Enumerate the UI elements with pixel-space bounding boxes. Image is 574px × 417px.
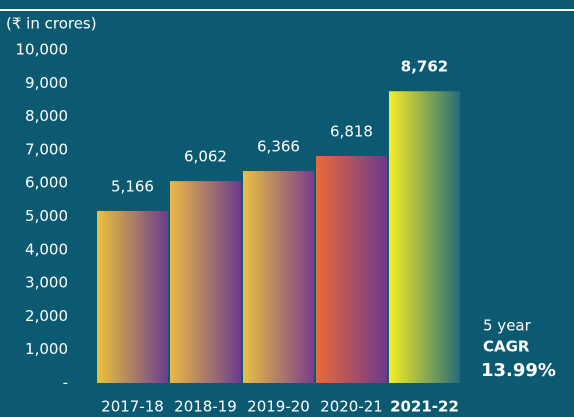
y-tick-label: 7,000 xyxy=(25,140,68,158)
y-tick-label: 1,000 xyxy=(25,340,68,358)
value-label: 6,366 xyxy=(257,138,300,156)
annotation: 13.99% xyxy=(481,360,556,381)
y-tick-label: 3,000 xyxy=(25,274,68,292)
x-tick-label: 2018-19 xyxy=(174,398,237,416)
value-label: 6,818 xyxy=(330,122,373,140)
x-tick-label: 2021-22 xyxy=(390,398,459,416)
x-tick-label: 2017-18 xyxy=(101,398,164,416)
value-label: 5,166 xyxy=(111,177,154,195)
value-label: 8,762 xyxy=(401,58,448,76)
bar xyxy=(170,181,241,383)
annotation: 5 year xyxy=(483,317,532,335)
y-tick-label: 6,000 xyxy=(25,174,68,192)
y-tick-label: 2,000 xyxy=(25,307,68,325)
bar xyxy=(97,210,168,383)
annotation: CAGR xyxy=(483,338,530,356)
y-axis-label: (₹ in crores) xyxy=(6,15,97,33)
y-tick-label: 4,000 xyxy=(25,240,68,258)
y-tick-label: 5,000 xyxy=(25,207,68,225)
y-tick-label: 10,000 xyxy=(16,41,69,59)
y-tick-label: 9,000 xyxy=(25,74,68,92)
bar xyxy=(316,155,387,383)
bar xyxy=(389,91,460,383)
y-tick-label: - xyxy=(63,374,68,392)
y-tick-label: 8,000 xyxy=(25,107,68,125)
x-tick-label: 2020-21 xyxy=(320,398,383,416)
value-label: 6,062 xyxy=(184,148,227,166)
bar xyxy=(243,171,314,383)
x-tick-label: 2019-20 xyxy=(247,398,310,416)
